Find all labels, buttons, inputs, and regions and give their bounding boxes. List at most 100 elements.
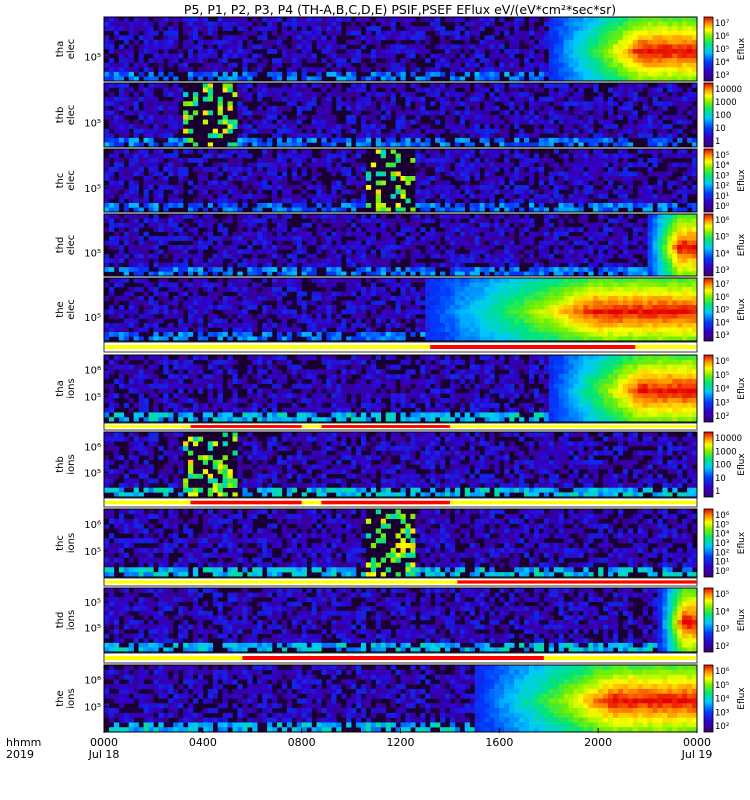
cbar-tick-thd_ions-0: 10⁵	[715, 590, 729, 600]
panel-thd_elec: 10⁵ thd elec 10⁶ 10⁵ 10⁴ 10³ Eflux	[55, 213, 747, 277]
ytick-upper-thd_ions: 10⁵	[84, 598, 101, 609]
cbar-tick-thb_elec-3: 10	[715, 124, 726, 134]
mode-bar-thb_ions	[103, 497, 698, 508]
ylabel-thb_ions-0: thb	[55, 456, 66, 473]
cbar-tick-the_ions-0: 10⁶	[715, 667, 730, 677]
ylabel-thc_elec-1: elec	[66, 170, 77, 191]
cbar-tick-tha_ions-1: 10⁵	[715, 371, 729, 381]
cbar-tick-thd_ions-1: 10⁴	[715, 607, 730, 617]
panel-tha_ions: 10⁵ 10⁶ tha ions 10⁶ 10⁵ 10⁴ 10³ 10² Eflux	[55, 354, 747, 423]
heatmap-the_ions	[104, 665, 698, 733]
cbar-tick-tha_elec-3: 10⁴	[715, 58, 730, 68]
mode-bar-tha_ions	[103, 422, 698, 431]
ylabel-the_ions-1: ions	[66, 688, 77, 708]
heatmap-the_elec	[104, 278, 698, 342]
xtick-2: 0800	[288, 736, 316, 749]
cbar-tick-thc_ions-2: 10⁴	[715, 530, 730, 540]
mode-bar-thd_ions	[103, 652, 698, 664]
panel-tha_elec: 10⁵ tha elec 10⁷ 10⁶ 10⁵ 10⁴ 10³ Eflux	[55, 16, 747, 82]
cbar-tick-thc_elec-4: 10¹	[715, 192, 729, 202]
colorbar-tha_elec: 10⁷ 10⁶ 10⁵ 10⁴ 10³ Eflux	[703, 16, 747, 82]
ylabel-thd_elec-0: thd	[55, 237, 66, 254]
mode-bar-red-thc_ions-0	[457, 580, 697, 584]
xtick-0: 0000	[90, 736, 118, 749]
cbar-tick-the_ions-3: 10³	[715, 708, 729, 718]
ytick-the_elec: 10⁵	[84, 313, 101, 324]
cbar-tick-thd_ions-2: 10³	[715, 625, 729, 635]
xtick-6: 0000	[683, 736, 711, 749]
cbar-tick-the_elec-2: 10⁵	[715, 306, 729, 316]
cbar-tick-the_ions-1: 10⁵	[715, 681, 729, 691]
cbar-label-thc_elec: Eflux	[737, 169, 747, 192]
cbar-tick-thd_elec-0: 10⁶	[715, 216, 730, 226]
ylabel-tha_ions-0: tha	[55, 380, 66, 396]
footer-year-label: 2019	[6, 748, 34, 761]
heatmap-tha_ions	[104, 355, 698, 423]
heatmap-thb_elec	[104, 83, 698, 148]
cbar-tick-the_ions-4: 10²	[715, 722, 729, 732]
cbar-tick-tha_elec-2: 10⁵	[715, 45, 729, 55]
cbar-tick-thb_elec-4: 1	[715, 137, 720, 147]
ylabel-thc_elec-0: thc	[55, 173, 66, 189]
heatmap-thb_ions	[104, 432, 698, 498]
xtick-3: 1200	[387, 736, 415, 749]
ytick-upper-thc_ions: 10⁶	[84, 520, 101, 531]
cbar-tick-thb_ions-3: 10	[715, 474, 726, 484]
cbar-tick-thd_ions-3: 10²	[715, 642, 729, 652]
cbar-tick-the_elec-3: 10⁴	[715, 318, 730, 328]
ylabel-the_ions-0: the	[55, 690, 66, 706]
date-label-start: Jul 18	[88, 748, 120, 761]
ylabel-thb_ions-1: ions	[66, 454, 77, 474]
date-label-end: Jul 19	[681, 748, 713, 761]
cbar-tick-thc_ions-6: 10⁰	[715, 567, 730, 577]
panel-thb_elec: 10⁵ thb elec 10000 1000 100 10 1	[55, 82, 742, 148]
cbar-tick-thb_ions-2: 100	[715, 461, 731, 471]
ytick-thd_ions: 10⁵	[84, 624, 101, 635]
ytick-thb_ions: 10⁵	[84, 468, 101, 479]
ytick-thc_elec: 10⁵	[84, 184, 101, 195]
cbar-tick-tha_ions-0: 10⁶	[715, 357, 730, 367]
cbar-tick-tha_ions-4: 10²	[715, 412, 729, 422]
heatmap-tha_elec	[104, 17, 698, 82]
cbar-tick-thc_elec-0: 10⁵	[715, 151, 729, 161]
cbar-tick-thd_elec-2: 10⁴	[715, 249, 730, 259]
ylabel-thb_elec-1: elec	[66, 105, 77, 126]
mode-bar-red-tha_ions-1	[321, 425, 450, 428]
ylabel-thd_ions-0: thd	[55, 612, 66, 629]
mode-bar-thc_ions	[103, 577, 698, 587]
xtick-5: 2000	[584, 736, 612, 749]
cbar-tick-thc_ions-4: 10²	[715, 548, 729, 558]
mode-bar-red-thb_ions-0	[190, 500, 302, 505]
panel-thd_ions: 10⁵ 10⁵ thd ions 10⁵ 10⁴ 10³ 10² Eflux	[55, 587, 747, 653]
cbar-label-tha_ions: Eflux	[737, 377, 747, 400]
colorbar-thd_ions: 10⁵ 10⁴ 10³ 10² Eflux	[703, 587, 747, 653]
mode-bar-red-thb_ions-1	[321, 500, 450, 505]
cbar-label-tha_elec: Eflux	[737, 37, 747, 60]
cbar-tick-the_elec-1: 10⁶	[715, 293, 730, 303]
cbar-label-thb_ions: Eflux	[737, 453, 747, 476]
chart-title: P5, P1, P2, P3, P4 (TH-A,B,C,D,E) PSIF,P…	[184, 2, 616, 17]
cbar-tick-thc_ions-5: 10¹	[715, 558, 729, 568]
ytick-thd_elec: 10⁵	[84, 248, 101, 259]
cbar-tick-thb_elec-0: 10000	[715, 85, 742, 95]
cbar-tick-tha_ions-3: 10³	[715, 398, 729, 408]
ytick-upper-thb_ions: 10⁶	[84, 442, 101, 453]
xtick-1: 0400	[189, 736, 217, 749]
cbar-tick-thd_elec-1: 10⁵	[715, 233, 729, 243]
cbar-tick-thb_ions-4: 1	[715, 487, 720, 497]
cbar-tick-thc_ions-1: 10⁵	[715, 520, 729, 530]
heatmap-thc_elec	[104, 149, 698, 213]
mode-bar-red-thd_ions-0	[242, 656, 544, 660]
ylabel-thb_elec-0: thb	[55, 107, 66, 124]
cbar-tick-the_elec-4: 10³	[715, 331, 729, 341]
mode-bar-the_elec	[103, 341, 698, 353]
time-axis: hhmm 2019 0000 0400 0800 1200 1600 2000 0000Ju…	[6, 728, 712, 761]
cbar-tick-thb_ions-1: 1000	[715, 447, 737, 457]
ylabel-the_elec-1: elec	[66, 299, 77, 320]
ytick-tha_elec: 10⁵	[84, 53, 101, 64]
